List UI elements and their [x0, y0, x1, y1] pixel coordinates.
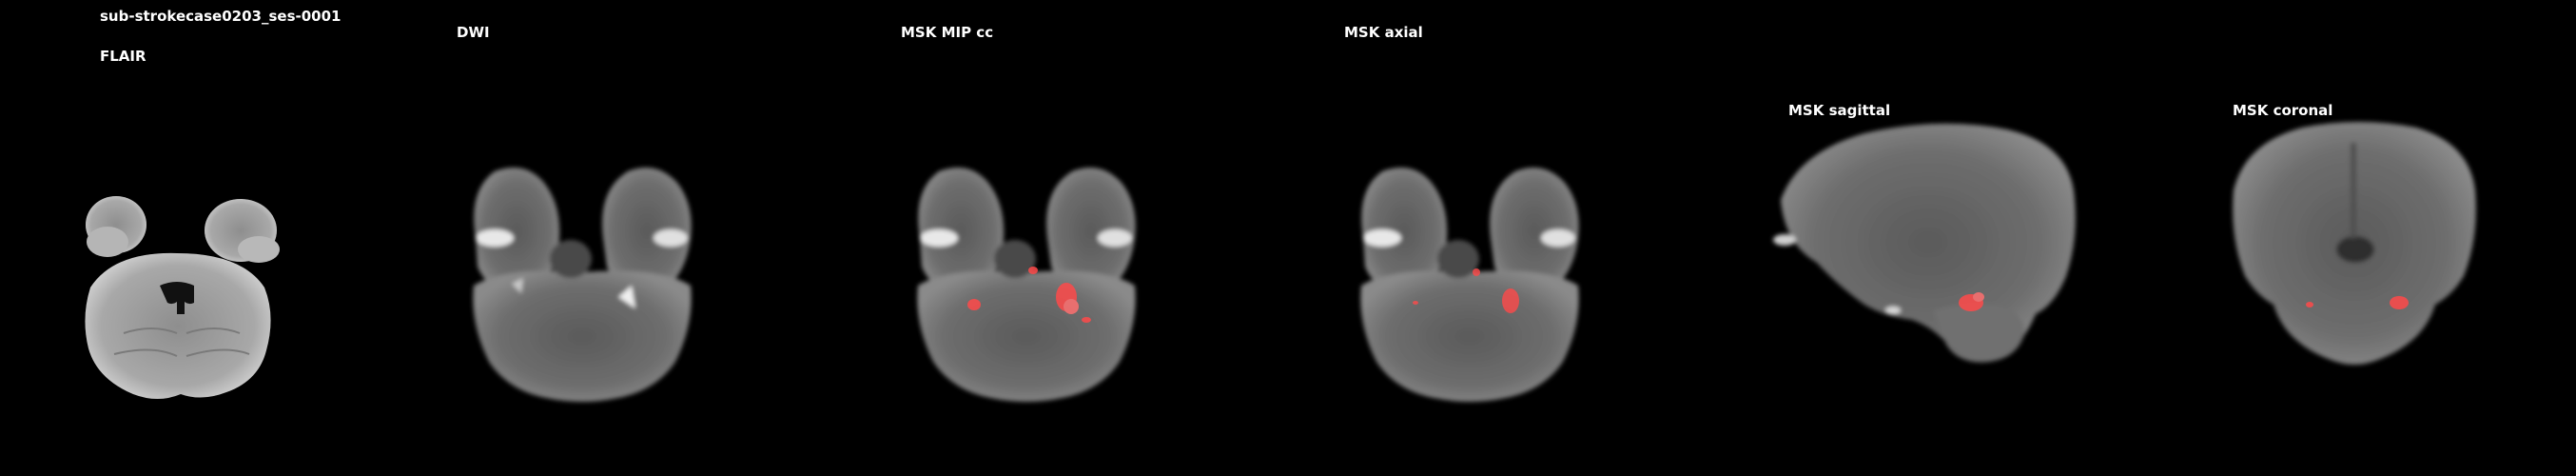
panel-title-msk-mip: MSK MIP cc	[901, 24, 994, 41]
panel-title-msk-axial: MSK axial	[1344, 24, 1423, 41]
dwi-scan-image	[473, 168, 692, 402]
flair-scan-image	[85, 196, 280, 399]
msk-axial-scan-image	[1360, 168, 1579, 402]
panel-title-msk-coronal: MSK coronal	[2233, 102, 2333, 119]
panel-title-msk-sagittal: MSK sagittal	[1788, 102, 1891, 119]
lesion-overlay-sagittal	[1959, 292, 1984, 311]
panel-title-flair: FLAIR	[100, 48, 146, 65]
lesion-overlay-coronal	[2306, 296, 2409, 309]
subject-title: sub-strokecase0203_ses-0001	[100, 8, 342, 25]
msk-sagittal-scan-image	[1773, 123, 2076, 363]
msk-mip-scan-image	[917, 168, 1136, 402]
lesion-overlay-axial	[1413, 268, 1519, 313]
lesion-overlay-mip	[967, 267, 1091, 323]
panel-title-dwi: DWI	[457, 24, 490, 41]
msk-coronal-scan-image	[2233, 122, 2476, 365]
